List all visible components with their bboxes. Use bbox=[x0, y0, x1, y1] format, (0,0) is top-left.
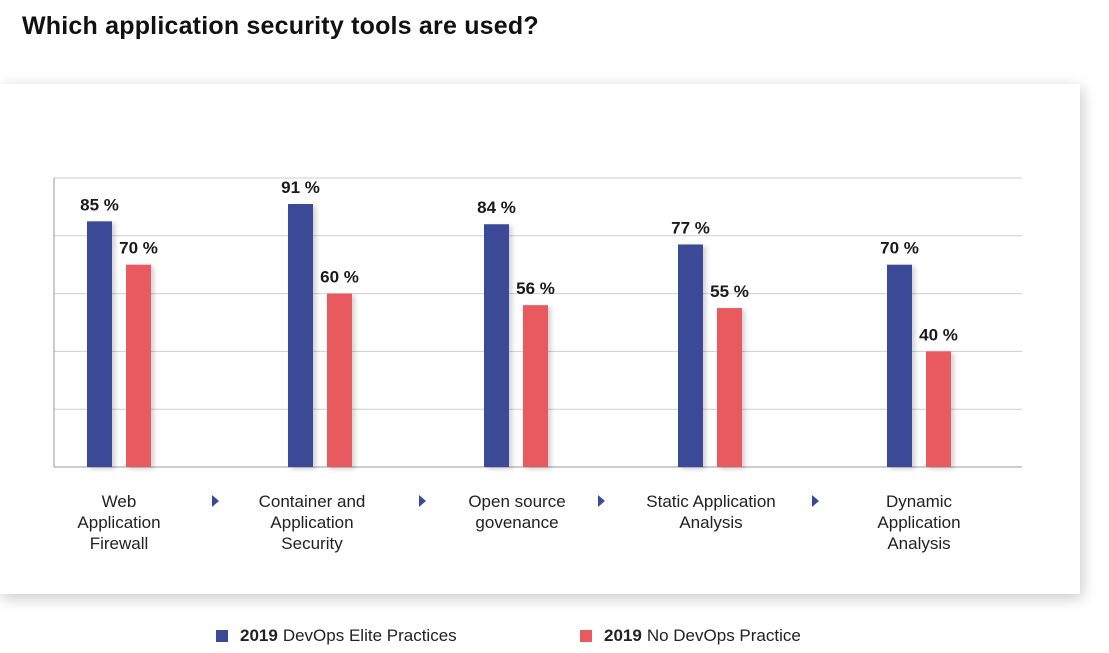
category-label-4: Dynamic Application Analysis bbox=[844, 491, 994, 554]
category-label-line: Container and bbox=[258, 492, 366, 511]
separator-arrow-icon bbox=[419, 495, 426, 507]
category-label-3: Static Application Analysis bbox=[636, 491, 786, 533]
bar-no-devops-4 bbox=[926, 351, 951, 467]
bar-elite-1 bbox=[288, 204, 313, 467]
category-label-2: Open source govenance bbox=[442, 491, 592, 533]
category-label-0: Web Application Firewall bbox=[44, 491, 194, 554]
data-label: 60 % bbox=[320, 268, 359, 287]
bar-elite-4 bbox=[887, 264, 912, 467]
legend-item-no-devops: 2019 No DevOps Practice bbox=[580, 626, 801, 646]
separator-arrow-icon bbox=[212, 495, 219, 507]
bar-elite-0 bbox=[87, 221, 112, 467]
category-label-line: Static Application bbox=[646, 492, 776, 511]
category-label-line: Analysis bbox=[887, 534, 951, 553]
data-label: 40 % bbox=[919, 325, 958, 344]
legend-year: 2019 bbox=[240, 626, 278, 645]
data-label: 70 % bbox=[119, 239, 158, 258]
separator-arrow-icon bbox=[598, 495, 605, 507]
category-label-line: govenance bbox=[475, 513, 559, 532]
data-label: 91 % bbox=[281, 178, 320, 197]
data-label: 56 % bbox=[516, 279, 555, 298]
bar-no-devops-2 bbox=[523, 305, 548, 467]
category-label-line: Web bbox=[101, 492, 137, 511]
bar-chart: 85 % 70 % 91 % 60 % 84 % 56 % 77 % 55 % 70 % 40 % bbox=[53, 177, 1022, 507]
category-label-1: Container and Application Security bbox=[237, 491, 387, 554]
chart-title: Which application security tools are use… bbox=[22, 12, 539, 40]
legend-label: DevOps Elite Practices bbox=[282, 626, 457, 645]
legend-label: No DevOps Practice bbox=[646, 626, 801, 645]
category-label-line: Analysis bbox=[679, 513, 743, 532]
category-label-line: Application bbox=[270, 513, 354, 532]
bar-elite-3 bbox=[678, 244, 703, 467]
category-label-line: Security bbox=[281, 534, 343, 553]
data-label: 70 % bbox=[880, 239, 919, 258]
legend-item-elite: 2019 DevOps Elite Practices bbox=[216, 626, 457, 646]
legend-swatch-elite bbox=[216, 630, 228, 642]
separator-arrow-icon bbox=[812, 495, 819, 507]
bar-no-devops-1 bbox=[327, 293, 352, 467]
category-label-line: Application bbox=[77, 513, 161, 532]
data-label: 84 % bbox=[477, 198, 516, 217]
bar-no-devops-0 bbox=[126, 264, 151, 467]
category-label-line: Firewall bbox=[89, 534, 149, 553]
data-label: 85 % bbox=[80, 195, 119, 214]
data-label: 77 % bbox=[671, 218, 710, 237]
chart-card: 85 % 70 % 91 % 60 % 84 % 56 % 77 % 55 % 70 % 40 %… bbox=[0, 84, 1080, 594]
category-label-line: Dynamic bbox=[885, 492, 953, 511]
category-label-line: Application bbox=[877, 513, 961, 532]
bar-no-devops-3 bbox=[717, 308, 742, 467]
bar-elite-2 bbox=[484, 224, 509, 467]
data-label: 55 % bbox=[710, 282, 749, 301]
category-label-line: Open source bbox=[468, 492, 566, 511]
legend-swatch-no-devops bbox=[580, 630, 592, 642]
legend-year: 2019 bbox=[604, 626, 642, 645]
